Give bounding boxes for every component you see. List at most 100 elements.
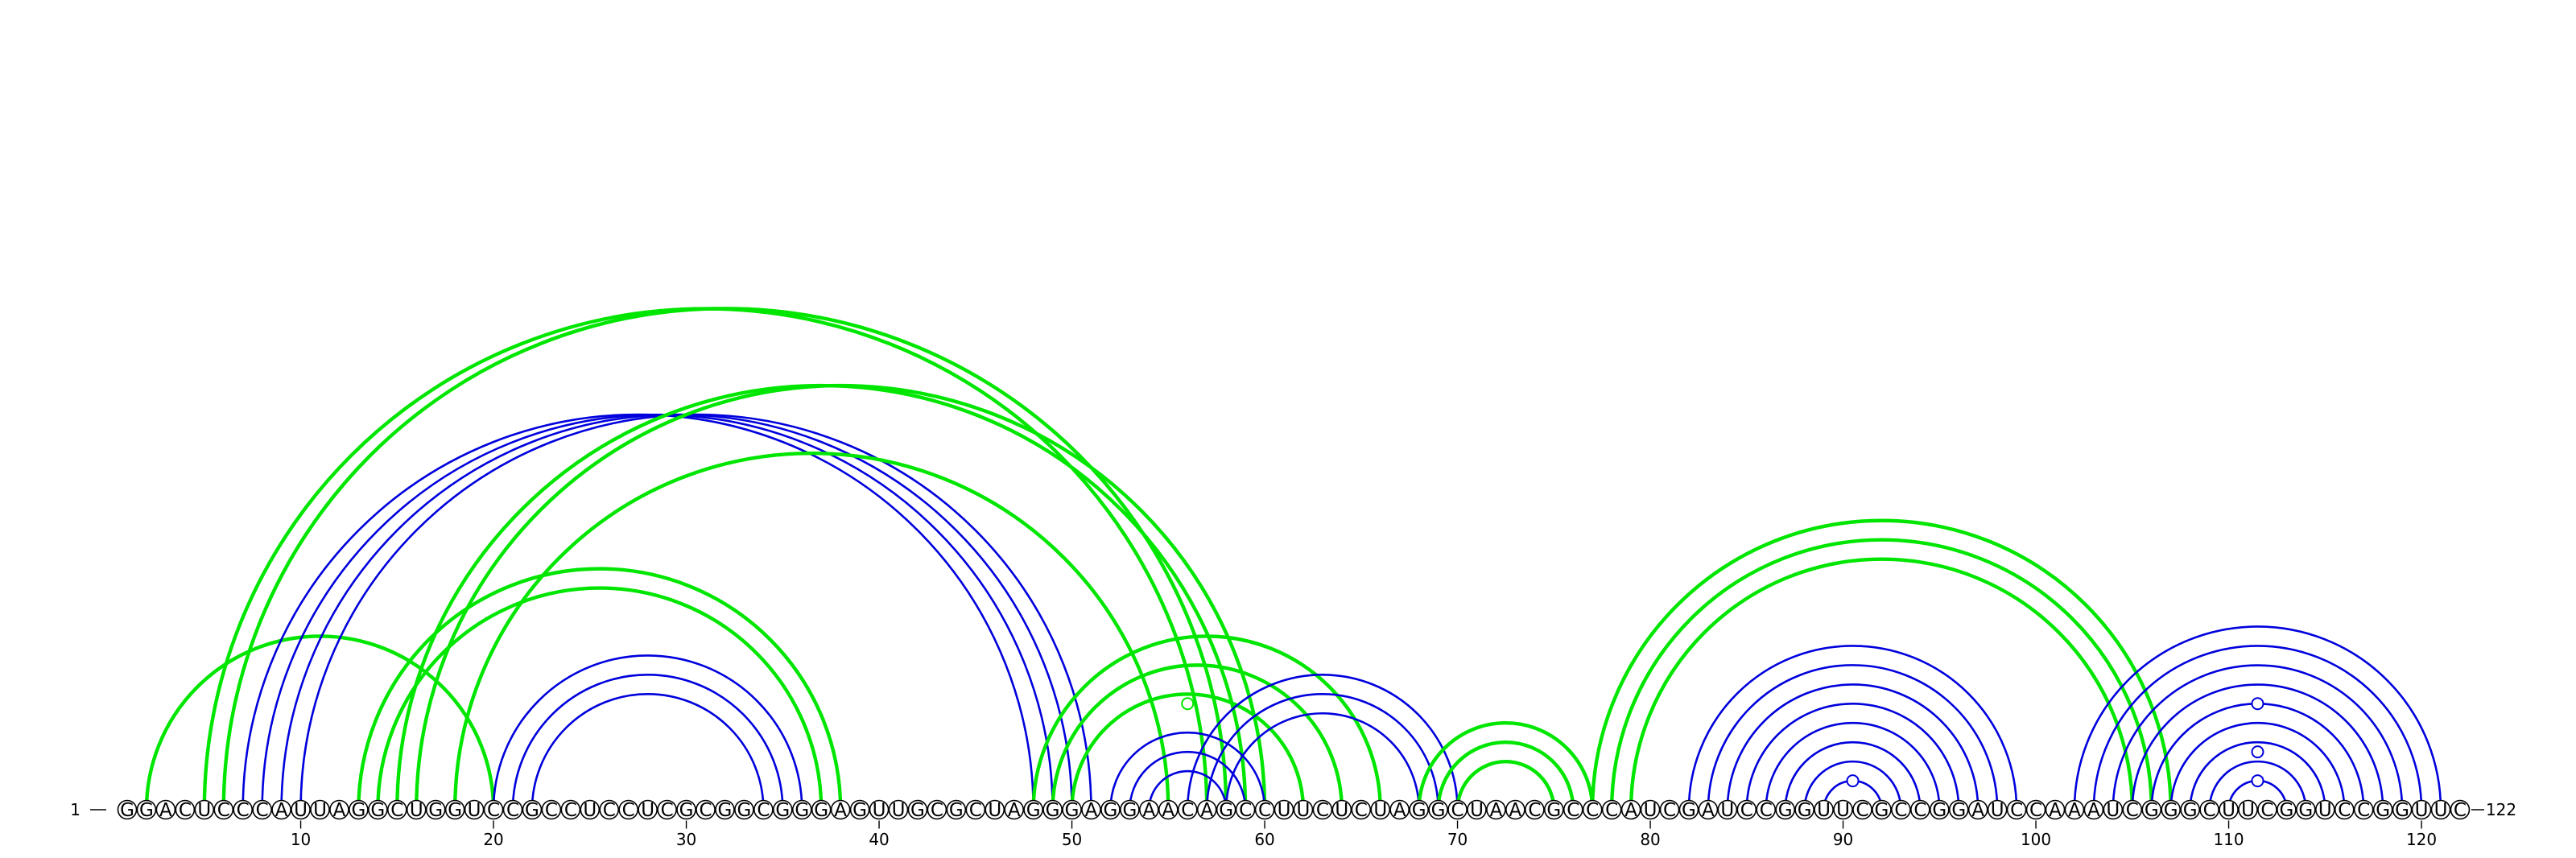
nucleotide-letter: U	[197, 800, 211, 821]
nucleotide-circle	[734, 799, 754, 820]
nucleotide-circle	[657, 799, 677, 820]
nucleotide-letter: G	[1065, 800, 1080, 821]
base-pair-arc-77-107	[1591, 518, 2173, 811]
nucleotide-18: G	[444, 799, 465, 821]
nucleotide-letter: C	[2454, 800, 2467, 821]
nucleotide-93: C	[1891, 799, 1911, 821]
nucleotide-letter: G	[1932, 800, 1946, 821]
nucleotide-circle	[791, 799, 812, 820]
nucleotide-letter: A	[2087, 800, 2100, 821]
nucleotide-letter: G	[852, 800, 867, 821]
base-pair-arc-107-116	[2169, 721, 2346, 811]
nucleotide-23: C	[541, 799, 562, 821]
nucleotide-letter: C	[1605, 800, 1618, 821]
nucleotide-letter: A	[1142, 800, 1155, 821]
nucleotide-90: U	[1833, 799, 1853, 821]
base-pair-arc-83-98	[1707, 664, 1999, 811]
nucleotide-105: C	[2122, 799, 2143, 821]
nucleotide-circle	[1582, 799, 1603, 820]
base-pair-arc-13-38	[357, 567, 843, 811]
nucleotide-circle	[1177, 799, 1198, 820]
base-pair-arc-79-105	[1629, 557, 2134, 811]
arc-marker-1	[1846, 774, 1860, 788]
nucleotide-letter: G	[775, 800, 790, 821]
nucleotide-letter: U	[583, 800, 597, 821]
nucleotide-118: G	[2372, 799, 2393, 821]
sequence-backbone: 1 122	[70, 800, 2516, 819]
nucleotide-circle	[715, 799, 735, 820]
nucleotide-26: C	[599, 799, 620, 821]
base-pair-arc-7-48	[242, 413, 1034, 811]
nucleotide-27: C	[618, 799, 639, 821]
nucleotide-letter: U	[1297, 800, 1311, 821]
nucleotide-letter: C	[1355, 800, 1368, 821]
base-pair-arc-20-36	[492, 654, 803, 811]
nucleotide-85: C	[1736, 799, 1757, 821]
nucleotide-66: U	[1370, 799, 1391, 821]
nucleotide-43: C	[927, 799, 947, 821]
nucleotide-letter: U	[2241, 800, 2255, 821]
nucleotide-circle	[1736, 799, 1757, 820]
nucleotide-circle	[1833, 799, 1853, 820]
nucleotide-letter: U	[1836, 800, 1850, 821]
nucleotide-letter: A	[2049, 800, 2062, 821]
base-pair-arc-2-20	[144, 634, 496, 811]
nucleotide-letter: U	[2434, 800, 2448, 821]
tick-label-20: 20	[483, 830, 503, 849]
nucleotide-94: C	[1910, 799, 1930, 821]
nucleotide-42: G	[907, 799, 928, 821]
nucleotide-circle	[483, 799, 504, 820]
nucleotide-14: G	[368, 799, 388, 821]
nucleotide-letter: G	[1546, 800, 1561, 821]
nucleotide-107: G	[2161, 799, 2181, 821]
nucleotide-letter: C	[1586, 800, 1599, 821]
nucleotide-circle	[2141, 799, 2162, 820]
nucleotide-letter: A	[275, 800, 288, 821]
nucleotide-71: U	[1467, 799, 1487, 821]
tick-label-90: 90	[1833, 830, 1853, 849]
nucleotide-34: C	[753, 799, 774, 821]
nucleotide-29: C	[657, 799, 677, 821]
nucleotide-77: C	[1582, 799, 1603, 821]
nucleotide-circle	[599, 799, 620, 820]
nucleotide-121: U	[2430, 799, 2451, 821]
base-pair-arc-56-70	[1186, 674, 1459, 811]
base-pair-arc-85-96	[1745, 702, 1960, 811]
nucleotide-circle	[233, 799, 254, 820]
nucleotide-13: G	[349, 799, 369, 821]
nucleotide-circle	[2083, 799, 2104, 820]
nucleotide-letter: A	[1200, 800, 1213, 821]
nucleotide-99: C	[2006, 799, 2027, 821]
nucleotide-75: G	[1544, 799, 1564, 821]
nucleotide-28: U	[638, 799, 658, 821]
nucleotide-44: G	[946, 799, 967, 821]
nucleotide-circle	[1486, 799, 1506, 820]
nucleotide-circle	[1620, 799, 1641, 820]
nucleotide-74: C	[1525, 799, 1545, 821]
nucleotide-circle	[2180, 799, 2200, 820]
nucleotide-circle	[1872, 799, 1892, 820]
base-pair-arc-69-76	[1436, 740, 1575, 811]
base-pair-arc-10-51	[299, 413, 1092, 811]
arc-marker-3	[2251, 745, 2264, 759]
nucleotide-67: A	[1389, 799, 1410, 821]
nucleotide-69: G	[1428, 799, 1448, 821]
base-pair-arc-48-66	[1031, 634, 1382, 811]
nucleotide-letter: G	[2183, 800, 2198, 821]
nucleotide-circle	[1274, 799, 1294, 820]
nucleotide-2: G	[136, 799, 157, 821]
nucleotide-circle	[1678, 799, 1699, 820]
base-pair-arc-88-93	[1803, 760, 1902, 811]
base-pair-arc-50-62	[1070, 692, 1306, 811]
nucleotide-circle	[1389, 799, 1410, 820]
base-pair-arc-57-69	[1205, 693, 1439, 811]
base-pair-arc-22-34	[530, 693, 765, 811]
nucleotide-letter: G	[679, 800, 694, 821]
nucleotide-letter: G	[139, 800, 154, 821]
nucleotide-letter: C	[699, 800, 712, 821]
nucleotide-circle	[1100, 799, 1121, 820]
nucleotide-letter: U	[2318, 800, 2332, 821]
nucleotide-circle	[1254, 799, 1275, 820]
tick-label-40: 40	[869, 830, 889, 849]
nucleotide-circle	[1930, 799, 1950, 820]
